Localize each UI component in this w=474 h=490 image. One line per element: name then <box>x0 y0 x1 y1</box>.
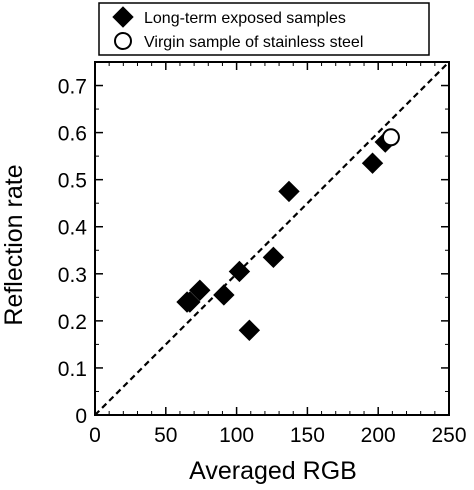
y-axis-label: Reflection rate <box>0 164 28 325</box>
data-point-exposed <box>213 284 235 306</box>
x-tick-label: 250 <box>431 424 466 447</box>
y-tick-label: 0.5 <box>58 170 87 193</box>
x-axis-label: Averaged RGB <box>189 457 357 485</box>
data-points <box>176 128 400 341</box>
data-point-exposed <box>278 180 300 203</box>
x-tick-label: 100 <box>219 424 254 447</box>
data-point-virgin <box>381 128 400 147</box>
x-tick-label: 200 <box>361 424 396 447</box>
x-tick-label: 50 <box>154 424 177 447</box>
y-tick-label: 0.3 <box>58 264 87 287</box>
reference-line-group <box>94 61 450 416</box>
data-point-exposed <box>228 260 251 283</box>
y-axis: 0 0.1 0.2 0.3 0.4 0.5 0.6 0.7 <box>58 76 449 428</box>
plot-frame <box>94 61 450 416</box>
y-tick-label: 0.1 <box>58 358 87 381</box>
legend-entry-label: Virgin sample of stainless steel <box>144 34 363 51</box>
y-tick-label: 0.7 <box>58 76 87 99</box>
x-axis: 0 50 100 150 200 250 <box>89 62 467 447</box>
plot-area <box>94 61 450 416</box>
y-tick-label: 0.2 <box>58 311 87 334</box>
reference-line <box>94 61 450 416</box>
legend-marker-diamond <box>112 6 134 28</box>
x-tick-label: 150 <box>290 424 325 447</box>
data-point-exposed <box>179 291 201 313</box>
y-tick-label: 0 <box>75 405 87 428</box>
legend-marker-circle <box>114 32 132 50</box>
legend-box <box>98 2 430 56</box>
y-tick-label: 0.4 <box>58 217 88 240</box>
legend-entry-label: Long-term exposed samples <box>144 10 346 27</box>
data-point-exposed <box>189 279 211 301</box>
y-tick-label: 0.6 <box>58 123 87 146</box>
legend: Long-term exposed samples Virgin sample o… <box>98 2 430 56</box>
data-point-exposed <box>238 319 261 341</box>
x-tick-label: 0 <box>89 424 101 447</box>
data-point-exposed <box>262 246 285 269</box>
data-point-exposed <box>361 152 384 174</box>
